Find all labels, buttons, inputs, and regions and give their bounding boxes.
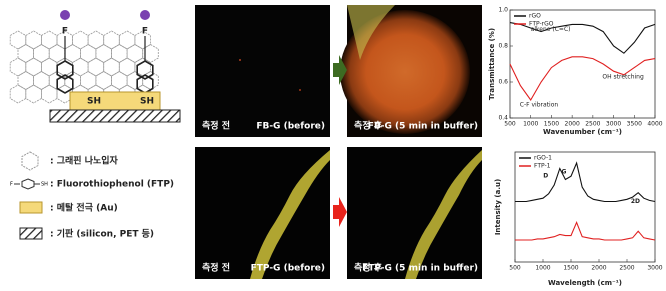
- annotation: G: [562, 168, 567, 175]
- x-tick-label: 1500: [544, 121, 559, 128]
- legend-label: rGO-1: [534, 155, 552, 162]
- x-tick-label: 2500: [585, 121, 600, 128]
- charts: 500 1000 1500 2000 2500 3000 3500 4000 0.4 0.6 0.8…: [488, 7, 663, 288]
- series-line: [509, 56, 656, 102]
- legend-label: rGO: [529, 13, 541, 20]
- micrograph: 측정 전 FTP-G (before): [195, 147, 330, 279]
- legend-label: FTP-1: [534, 163, 551, 170]
- annotation: D: [543, 173, 548, 180]
- y-tick-label: 0.8: [498, 43, 508, 50]
- micrograph: 측정 후 FTP-G (5 min in buffer): [347, 147, 482, 279]
- panel-label: 측정 후: [354, 262, 383, 274]
- legend-text: : 기판 (silicon, PET 등): [50, 228, 154, 240]
- annotation: alkene (C=C): [531, 26, 571, 33]
- icon-text: SH: [41, 182, 48, 188]
- x-tick-label: 2000: [591, 265, 606, 272]
- panel-label: 측정 전: [202, 120, 230, 132]
- hexagon: [72, 30, 89, 50]
- y-tick-label: 0.4: [498, 115, 508, 122]
- series-line: [515, 220, 656, 241]
- x-tick-label: 3500: [627, 121, 642, 128]
- y-tick-label: 0.6: [498, 79, 508, 86]
- legend-icon: [21, 151, 39, 171]
- y-axis-title: Transmittance (%): [488, 28, 496, 100]
- annotation: C-F vibration: [520, 102, 559, 109]
- x-tick-label: 500: [504, 121, 516, 128]
- legend-label: FTP-rGO: [529, 21, 554, 28]
- legend-icon: [19, 201, 43, 214]
- charge-icon: [60, 10, 70, 20]
- hexagon: [136, 60, 154, 80]
- plot-frame: [514, 151, 656, 263]
- legend-text: : 그래핀 나노입자: [50, 155, 119, 167]
- x-tick-label: 1000: [535, 265, 550, 272]
- hexagon: [136, 74, 154, 94]
- substrate: [49, 109, 181, 123]
- y-axis-title: Intensity (a.u): [494, 179, 502, 235]
- x-tick-label: 2000: [565, 121, 580, 128]
- panel-label: FTP-G (before): [251, 264, 325, 274]
- panel-label: FB-G (5 min in buffer): [368, 122, 478, 132]
- legend-text: : 메탈 전극 (Au): [50, 202, 118, 214]
- panel-label: FB-G (before): [256, 122, 325, 132]
- hexagon: [56, 60, 74, 80]
- annotation: 2D: [631, 198, 640, 205]
- fluorine-label: F: [142, 27, 148, 37]
- plot-frame: [509, 9, 656, 119]
- micrograph: 측정 전 FB-G (before): [195, 5, 330, 137]
- panel-label: FTP-G (5 min in buffer): [362, 264, 478, 274]
- x-tick-label: 3000: [606, 121, 621, 128]
- arrow: [333, 55, 347, 85]
- x-axis-title: Wavelength (cm⁻¹): [548, 279, 622, 287]
- arrow: [333, 197, 347, 227]
- legend-icon: [19, 227, 43, 240]
- micrograph: 측정 후 FB-G (5 min in buffer): [340, 5, 482, 137]
- series-line: [509, 22, 656, 54]
- annotation: OH stretching: [602, 73, 644, 80]
- x-axis-title: Wavenumber (cm⁻¹): [543, 128, 622, 136]
- y-tick-label: 1.0: [498, 7, 508, 14]
- x-tick-label: 3000: [647, 265, 662, 272]
- panel-label: 측정 후: [354, 120, 383, 132]
- legend-icon: F SH: [10, 178, 48, 190]
- x-tick-label: 4000: [647, 121, 662, 128]
- x-tick-label: 500: [509, 265, 521, 272]
- hexagon: [56, 74, 74, 94]
- thiol-label: SH: [87, 97, 101, 107]
- charge-icon: [140, 10, 150, 20]
- thiol-label: SH: [140, 97, 154, 107]
- series-line: [515, 161, 656, 203]
- x-tick-label: 2500: [619, 265, 634, 272]
- panel-label: 측정 전: [202, 262, 230, 274]
- x-tick-label: 1500: [563, 265, 578, 272]
- icon-text: F: [10, 182, 13, 188]
- legend-text: : Fluorothiophenol (FTP): [50, 180, 174, 190]
- x-tick-label: 1000: [523, 121, 538, 128]
- fluorine-label: F: [62, 27, 68, 37]
- hexagon: [9, 84, 27, 104]
